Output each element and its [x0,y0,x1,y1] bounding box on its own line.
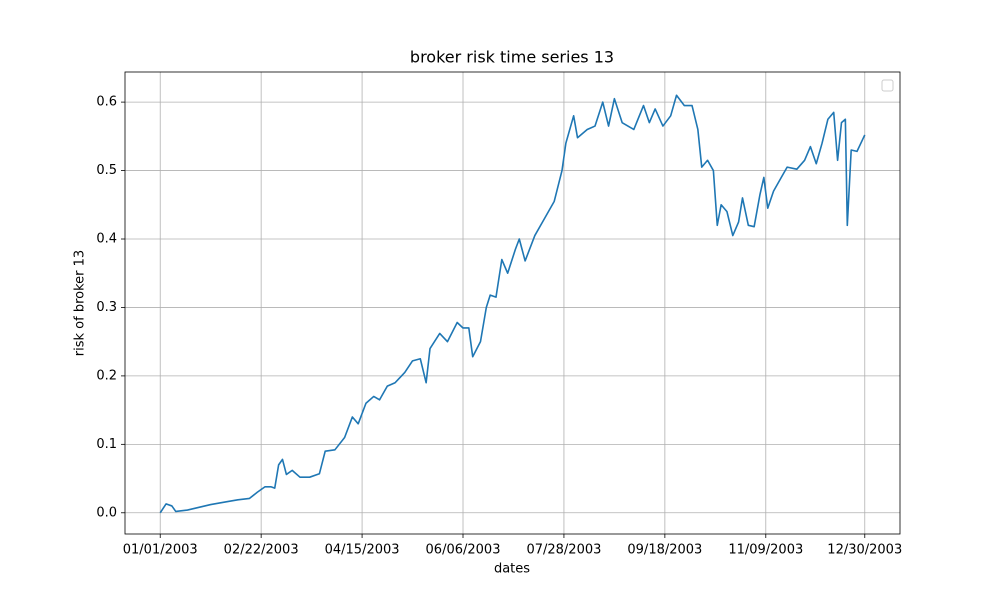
x-tick-label: 09/18/2003 [627,543,702,558]
y-tick-label: 0.6 [96,95,117,110]
y-tick-label: 0.0 [96,505,117,520]
y-axis-label: risk of broker 13 [73,250,88,356]
data-line [159,94,866,514]
x-tick-label: 01/01/2003 [123,543,198,558]
y-tick-label: 0.5 [96,163,117,178]
y-tick-label: 0.3 [96,300,117,315]
x-tick-label: 04/15/2003 [325,543,400,558]
legend [881,79,894,92]
y-tick-label: 0.2 [96,368,117,383]
plot-area [159,94,866,514]
x-axis-label: dates [494,562,530,577]
x-tick-label: 02/22/2003 [224,543,299,558]
y-tick-label: 0.4 [96,232,117,247]
x-tick-label: 12/30/2003 [827,543,902,558]
x-tick-label: 07/28/2003 [526,543,601,558]
x-tick-label: 11/09/2003 [728,543,803,558]
chart-title: broker risk time series 13 [410,48,614,67]
y-tick-label: 0.1 [96,437,117,452]
grid [125,72,900,534]
x-tick-label: 06/06/2003 [426,543,501,558]
axes-frame [124,71,901,535]
